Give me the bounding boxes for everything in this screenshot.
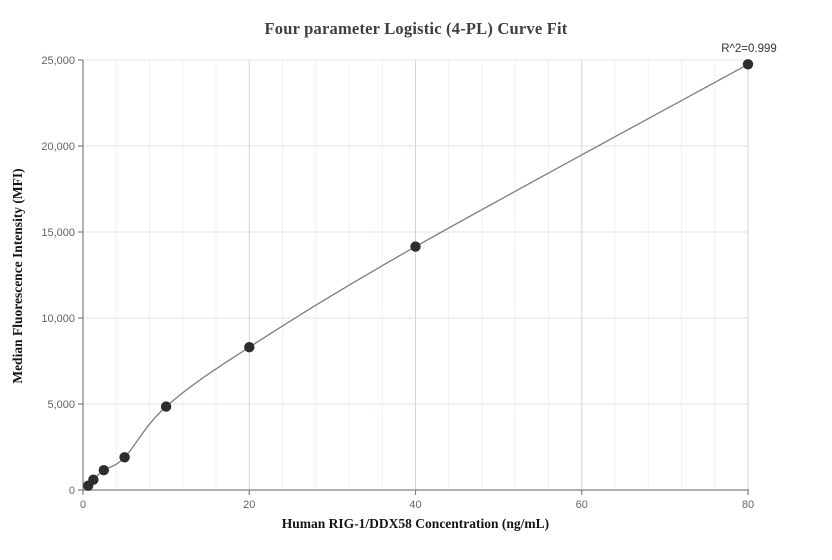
x-tick-label: 40	[409, 499, 421, 511]
y-axis-title: Median Fluorescence Intensity (MFI)	[10, 168, 25, 384]
x-tick-label: 60	[576, 499, 588, 511]
y-tick-label: 10,000	[41, 313, 75, 325]
y-tick-label: 25,000	[41, 55, 75, 67]
x-tick-label: 0	[80, 499, 86, 511]
y-tick-label: 20,000	[41, 141, 75, 153]
x-tick-label: 80	[742, 499, 754, 511]
data-point	[410, 241, 421, 252]
data-point	[119, 452, 130, 463]
data-point	[160, 401, 172, 412]
data-point	[88, 474, 99, 485]
y-tick-label: 0	[69, 485, 75, 497]
y-tick-label: 15,000	[41, 227, 75, 239]
fit-curve	[87, 63, 749, 487]
r-squared-annotation: R^2=0.999	[721, 43, 777, 55]
data-point	[244, 342, 255, 353]
data-point	[742, 59, 754, 70]
chart-title: Four parameter Logistic (4-PL) Curve Fit	[264, 19, 568, 38]
data-point	[98, 465, 110, 476]
x-tick-label: 20	[243, 499, 255, 511]
y-tick-label: 5,000	[47, 399, 75, 411]
x-axis-title: Human RIG-1/DDX58 Concentration (ng/mL)	[281, 516, 550, 531]
